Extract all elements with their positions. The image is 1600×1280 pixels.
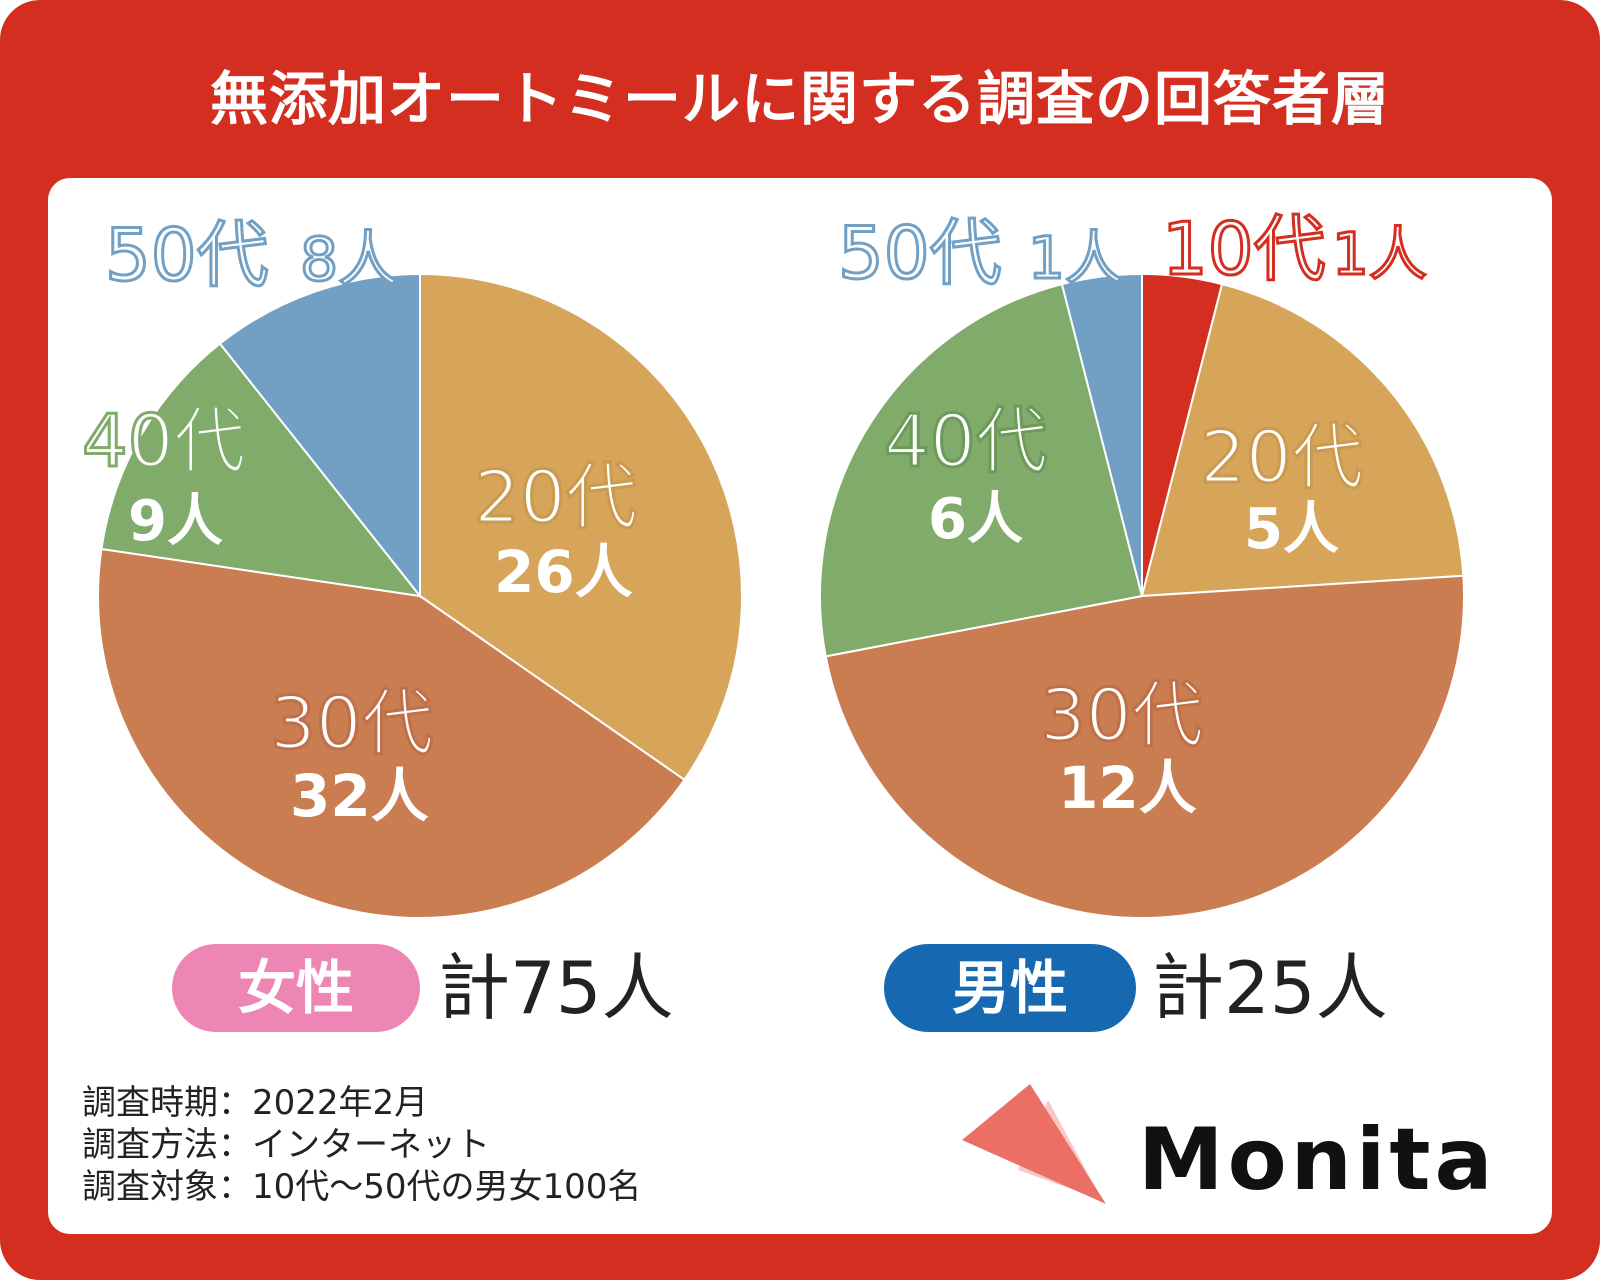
monita-logo-icon: [962, 1084, 1106, 1204]
monita-logo-text: Monita: [1138, 1110, 1497, 1210]
male-count-50s: 1人: [1028, 224, 1123, 292]
male-total: 計25人: [1152, 946, 1388, 1030]
female-slice-50s: [218, 272, 421, 599]
female-count-20s: 26人: [494, 538, 633, 606]
female-slice-40s: [100, 342, 423, 598]
male-label-40s: 40代: [884, 399, 1048, 483]
female-total: 計75人: [438, 946, 674, 1030]
female-badge: 女性: [172, 944, 420, 1032]
survey-target: 調査対象：10代～50代の男女100名: [82, 1167, 642, 1207]
male-slice-40s: [819, 282, 1144, 658]
male-badge: 男性: [884, 944, 1136, 1032]
male-slice-30s: [824, 574, 1465, 919]
female-count-30s: 32人: [290, 762, 429, 830]
female-slice-20s: [419, 272, 743, 782]
female-slice-30s: [97, 547, 686, 919]
male-count-30s: 12人: [1058, 754, 1197, 822]
female-label-50s: 50代: [105, 213, 269, 297]
male-slice-20s: [1140, 282, 1465, 598]
female-pie: [97, 272, 743, 919]
male-slice-50s: [1060, 272, 1143, 597]
female-label-30s: 30代: [270, 681, 434, 765]
male-label-20s: 20代: [1200, 415, 1364, 499]
male-pie: [819, 272, 1465, 919]
survey-info: 調査時期：2022年2月 調査方法：インターネット 調査対象：10代～50代の男…: [82, 1082, 641, 1208]
female-label-20s: 20代: [474, 455, 638, 539]
female-label-40s: 40代: [82, 399, 246, 483]
male-count-10s: 1人: [1332, 220, 1427, 288]
male-label-10s: 10代: [1162, 207, 1326, 291]
male-count-40s: 6人: [928, 487, 1023, 552]
female-count-50s: 8人: [300, 225, 398, 295]
male-label-50s: 50代: [838, 211, 1002, 295]
male-count-20s: 5人: [1244, 497, 1339, 562]
survey-method: 調査方法：インターネット: [82, 1125, 490, 1165]
page-title: 無添加オートミールに関する調査の回答者層: [209, 65, 1390, 133]
female-count-40s: 9人: [128, 489, 223, 554]
survey-period: 調査時期：2022年2月: [82, 1083, 429, 1123]
male-label-30s: 30代: [1040, 673, 1204, 757]
